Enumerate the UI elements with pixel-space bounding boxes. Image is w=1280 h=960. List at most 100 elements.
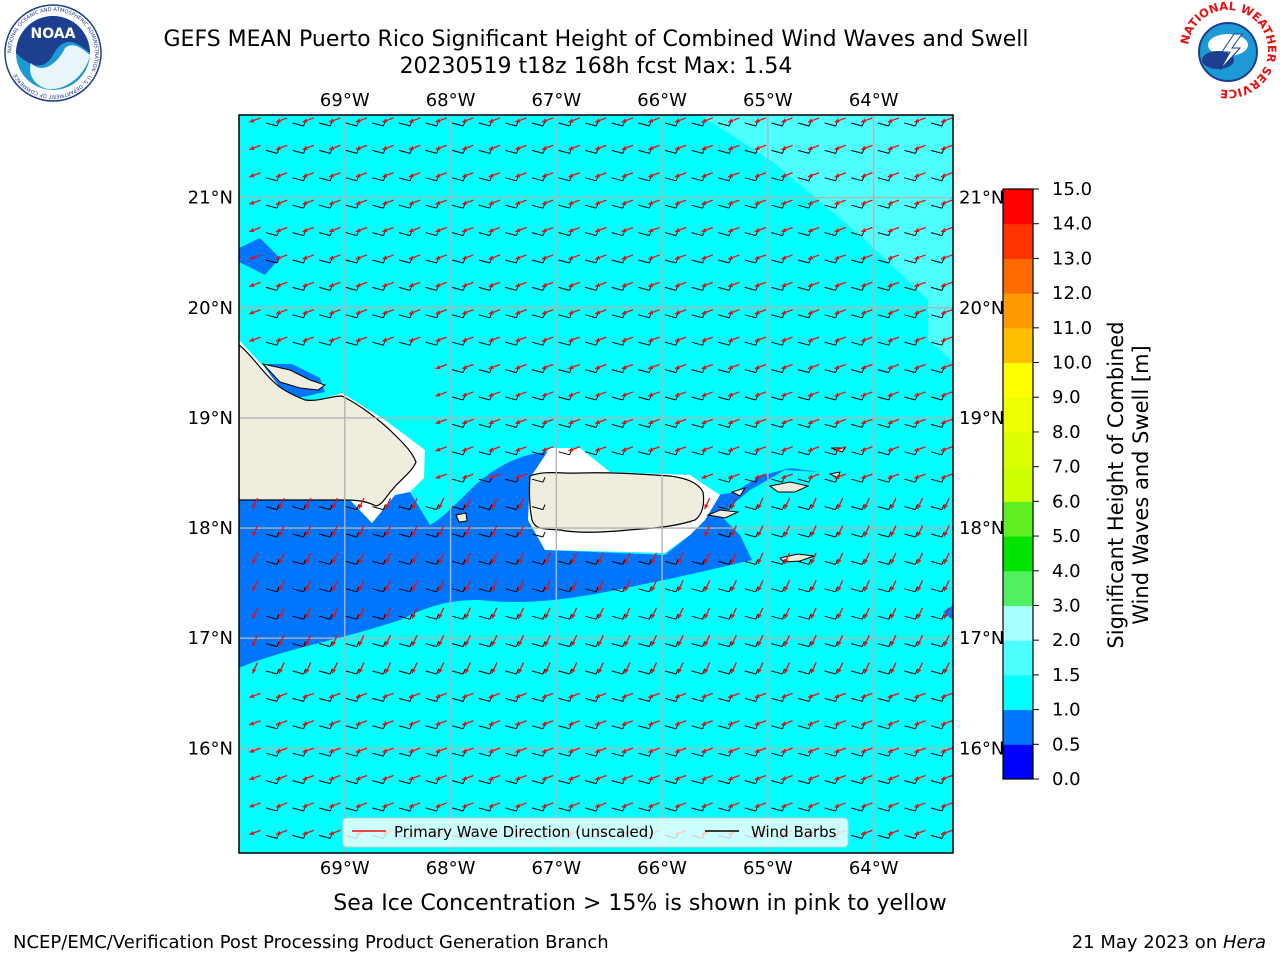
wave-direction-arrow xyxy=(571,662,578,674)
wave-direction-arrow xyxy=(435,309,448,315)
lon-label-top-2: 67°W xyxy=(531,90,581,111)
wave-direction-arrow xyxy=(408,117,421,123)
wave-direction-arrow xyxy=(890,580,897,592)
wind-barb xyxy=(425,586,440,593)
wave-direction-arrow xyxy=(783,634,791,647)
wave-direction-arrow xyxy=(488,692,501,699)
colorbar-frame xyxy=(1002,188,1034,780)
wind-barb xyxy=(744,614,759,620)
wave-direction-arrow xyxy=(515,172,527,178)
wind-barb xyxy=(319,586,333,593)
wave-direction-arrow xyxy=(249,692,261,699)
wave-direction-arrow xyxy=(727,309,740,315)
wind-barb xyxy=(398,641,413,648)
wave-direction-arrow xyxy=(914,802,926,808)
wind-barb xyxy=(904,559,918,565)
wave-direction-arrow xyxy=(727,199,740,205)
wave-direction-arrow xyxy=(568,309,581,315)
wave-direction-arrow xyxy=(249,172,261,178)
wave-direction-arrow xyxy=(621,254,634,260)
wind-barb xyxy=(958,614,971,619)
wave-direction-arrow xyxy=(863,662,870,674)
wave-direction-arrow xyxy=(384,525,392,537)
wave-direction-arrow xyxy=(358,580,365,592)
colorbar-bin-0 xyxy=(1003,744,1033,780)
wave-direction-arrow xyxy=(674,226,687,233)
wind-barb xyxy=(531,668,546,675)
wave-direction-arrow xyxy=(384,580,392,592)
wave-direction-arrow xyxy=(328,144,341,151)
wave-direction-arrow xyxy=(594,446,607,452)
wave-direction-arrow xyxy=(943,525,950,537)
wave-direction-arrow xyxy=(887,363,900,370)
wave-direction-arrow xyxy=(754,774,767,781)
wave-direction-arrow xyxy=(674,336,687,342)
wave-direction-arrow xyxy=(754,336,767,342)
wave-direction-arrow xyxy=(624,552,631,565)
wind-barb xyxy=(585,668,599,675)
wave-direction-arrow xyxy=(355,254,368,260)
wave-direction-arrow xyxy=(834,747,847,753)
wind-barb xyxy=(319,559,333,565)
lat-label-left-3: 18°N xyxy=(188,518,233,539)
wave-direction-arrow xyxy=(887,720,900,726)
wave-direction-arrow xyxy=(355,281,368,288)
wave-direction-arrow xyxy=(621,144,634,151)
wind-barb xyxy=(958,176,971,181)
wind-barb xyxy=(771,531,785,538)
wave-direction-arrow xyxy=(834,802,847,808)
wave-direction-arrow xyxy=(435,747,448,753)
wave-direction-arrow xyxy=(860,446,873,452)
wind-barb xyxy=(505,614,519,620)
wave-direction-arrow xyxy=(438,662,445,674)
wave-direction-arrow xyxy=(701,774,714,781)
wave-direction-arrow xyxy=(515,692,527,699)
wave-direction-arrow xyxy=(648,309,660,315)
wave-direction-arrow xyxy=(355,172,368,178)
wave-direction-arrow xyxy=(914,473,926,479)
wave-direction-arrow xyxy=(727,363,740,370)
colorbar-tick-12: 10.0 xyxy=(1052,353,1092,374)
wave-direction-arrow xyxy=(358,497,365,510)
wave-direction-arrow xyxy=(754,254,767,260)
wave-direction-arrow xyxy=(594,747,607,753)
wind-barb xyxy=(505,504,519,511)
wave-direction-arrow xyxy=(863,580,870,592)
colorbar-bin-11 xyxy=(1003,362,1033,398)
wind-barb xyxy=(718,614,732,620)
wave-direction-arrow xyxy=(807,692,820,699)
wave-direction-arrow xyxy=(358,552,365,565)
wave-direction-arrow xyxy=(916,580,924,592)
colorbar-bin-10 xyxy=(1003,397,1033,433)
wave-direction-arrow xyxy=(568,418,581,425)
wind-barb xyxy=(265,614,280,620)
wave-direction-arrow xyxy=(914,117,926,123)
wind-barb xyxy=(958,559,971,564)
wave-direction-arrow xyxy=(807,418,820,425)
wave-direction-arrow xyxy=(674,144,687,151)
wave-direction-arrow xyxy=(890,634,897,647)
wave-direction-arrow xyxy=(331,607,338,619)
wave-direction-arrow xyxy=(648,802,660,808)
colorbar-bin-7 xyxy=(1003,501,1033,537)
wave-direction-arrow xyxy=(810,497,817,510)
colorbar-bin-9 xyxy=(1003,431,1033,468)
wave-direction-arrow xyxy=(305,634,312,647)
wave-direction-arrow xyxy=(887,391,900,397)
wind-barb xyxy=(345,531,360,538)
lon-label-top-1: 68°W xyxy=(426,90,476,111)
wave-direction-arrow xyxy=(807,309,820,315)
wave-direction-arrow xyxy=(730,525,737,537)
wind-barb xyxy=(531,504,546,511)
wave-direction-arrow xyxy=(275,281,288,288)
wave-direction-arrow xyxy=(807,336,820,342)
wave-direction-arrow xyxy=(624,607,631,619)
wave-direction-arrow xyxy=(940,418,953,425)
wave-direction-arrow xyxy=(730,607,737,619)
colorbar-bin-1 xyxy=(1003,709,1033,745)
wave-direction-arrow xyxy=(754,309,767,315)
wave-direction-arrow xyxy=(807,199,820,205)
wave-direction-arrow xyxy=(648,199,660,205)
wave-direction-arrow xyxy=(594,172,607,178)
wave-direction-arrow xyxy=(355,336,368,342)
